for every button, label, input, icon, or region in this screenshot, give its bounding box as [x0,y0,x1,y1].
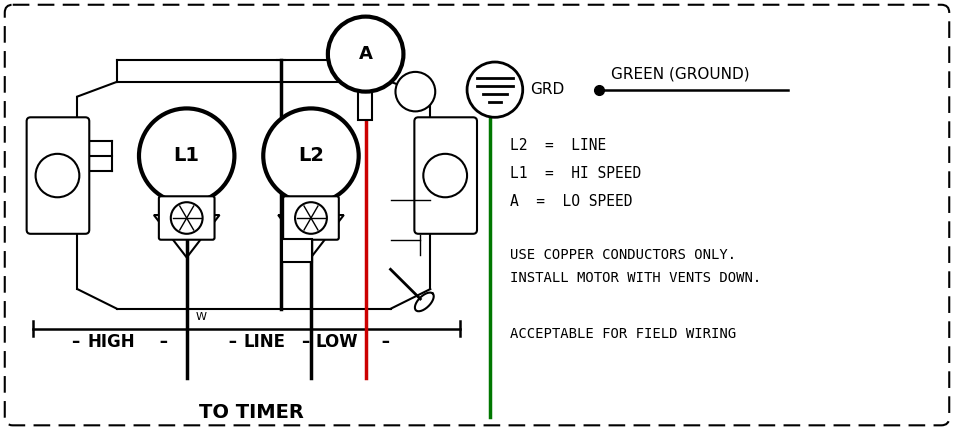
Circle shape [467,62,522,117]
Text: –: – [301,334,309,351]
FancyBboxPatch shape [414,117,477,234]
Text: W: W [196,312,207,322]
Text: GREEN (GROUND): GREEN (GROUND) [611,66,750,82]
FancyBboxPatch shape [282,239,312,262]
FancyBboxPatch shape [283,196,339,240]
Circle shape [395,72,435,111]
Text: TO TIMER: TO TIMER [199,403,304,422]
Circle shape [139,109,234,203]
Text: –: – [73,334,86,351]
Text: A: A [359,45,372,63]
Text: –: – [375,334,390,351]
Text: LINE: LINE [244,334,286,351]
Text: L1: L1 [174,146,200,165]
FancyBboxPatch shape [27,117,89,234]
FancyBboxPatch shape [358,91,371,120]
Circle shape [171,202,202,234]
Text: A  =  LO SPEED: A = LO SPEED [510,194,632,209]
Text: L2  =  LINE: L2 = LINE [510,139,606,153]
Circle shape [328,17,403,92]
Text: USE COPPER CONDUCTORS ONLY.: USE COPPER CONDUCTORS ONLY. [510,248,736,262]
Text: HIGH: HIGH [87,334,135,351]
Text: –: – [154,334,168,351]
Text: L1  =  HI SPEED: L1 = HI SPEED [510,166,641,181]
Text: –: – [223,334,238,351]
Circle shape [423,154,467,197]
FancyBboxPatch shape [159,196,215,240]
Circle shape [264,109,359,203]
Circle shape [35,154,79,197]
Text: INSTALL MOTOR WITH VENTS DOWN.: INSTALL MOTOR WITH VENTS DOWN. [510,271,761,285]
Text: ACCEPTABLE FOR FIELD WIRING: ACCEPTABLE FOR FIELD WIRING [510,327,736,341]
Text: GRD: GRD [530,82,564,97]
Circle shape [295,202,327,234]
Text: LOW: LOW [316,334,358,351]
Text: L2: L2 [298,146,324,165]
